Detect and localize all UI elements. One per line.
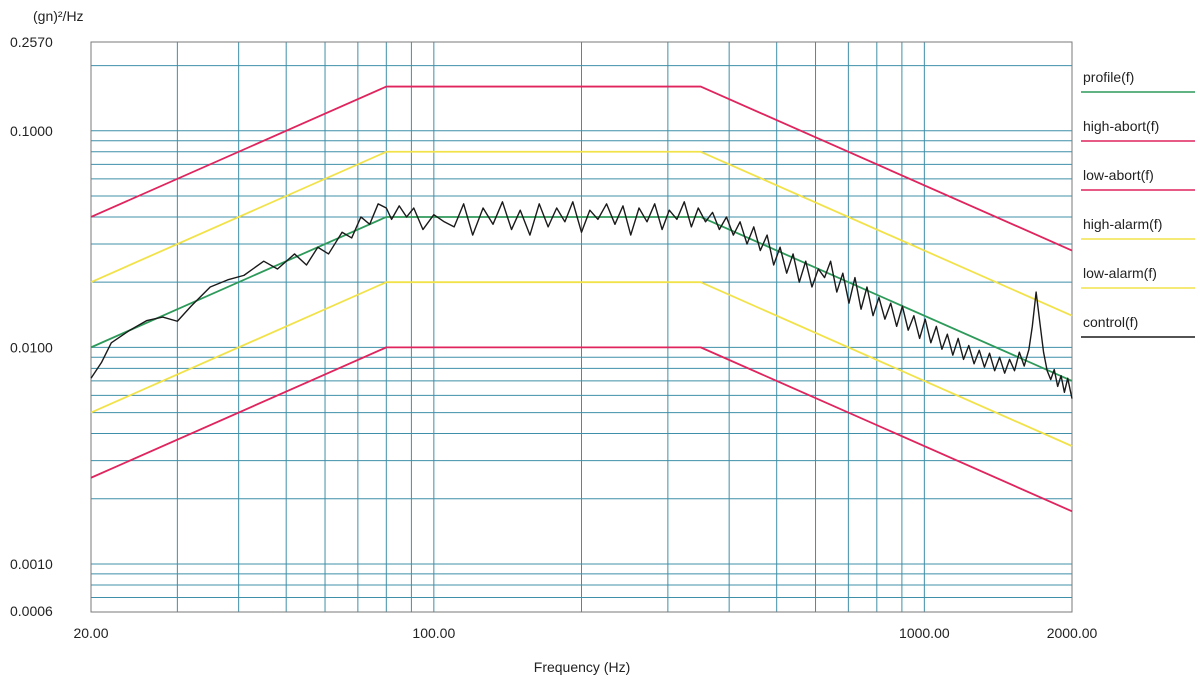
legend-label-high-alarm: high-alarm(f) <box>1083 216 1162 232</box>
legend-label-low-alarm: low-alarm(f) <box>1083 265 1157 281</box>
legend: profile(f) high-abort(f) low-abort(f) high-… <box>1081 69 1195 338</box>
legend-label-low-abort: low-abort(f) <box>1083 167 1154 183</box>
legend-label-high-abort: high-abort(f) <box>1083 118 1159 134</box>
tick-labels: 20.00 100.00 1000.00 2000.00 0.2570 0.1000 0.0… <box>10 34 1098 641</box>
legend-label-control: control(f) <box>1083 314 1138 330</box>
x-tick-label: 2000.00 <box>1047 625 1098 641</box>
x-tick-label: 20.00 <box>73 625 108 641</box>
y-tick-label: 0.2570 <box>10 34 53 50</box>
series-line-profile <box>90 216 1073 382</box>
y-tick-label: 0.0010 <box>10 556 53 572</box>
y-tick-label: 0.1000 <box>10 123 53 139</box>
series-line-control <box>90 201 1073 399</box>
x-axis-label: Frequency (Hz) <box>534 659 630 675</box>
series-line-high-alarm <box>90 150 1073 317</box>
legend-label-profile: profile(f) <box>1083 69 1134 85</box>
y-axis-label: (gn)²/Hz <box>33 8 84 24</box>
series-line-low-alarm <box>90 281 1073 447</box>
y-tick-label: 0.0006 <box>10 603 53 619</box>
x-tick-label: 1000.00 <box>899 625 950 641</box>
grid <box>90 42 1073 613</box>
series-layer <box>90 85 1073 513</box>
plot-area-frame <box>90 41 1073 613</box>
series-line-high-abort <box>90 85 1073 252</box>
series-line-low-abort <box>90 346 1073 513</box>
x-tick-label: 100.00 <box>412 625 455 641</box>
y-tick-label: 0.0100 <box>10 339 53 355</box>
